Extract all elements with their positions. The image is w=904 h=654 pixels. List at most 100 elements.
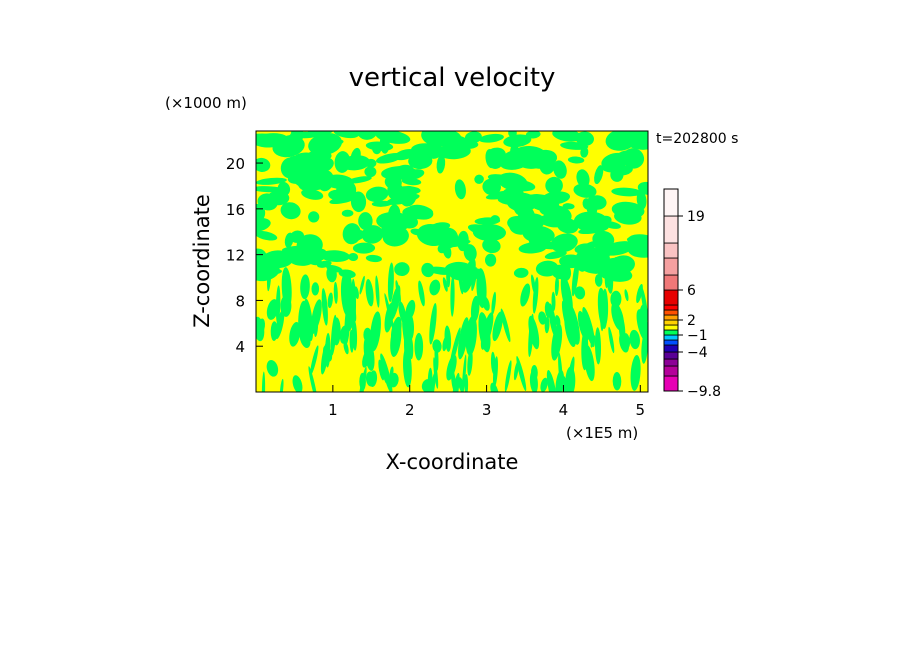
- colorbar-band: [663, 351, 679, 360]
- field-patch: [296, 234, 323, 256]
- field-patch: [450, 275, 455, 317]
- field-patch: [287, 155, 309, 172]
- field-patch: [323, 174, 354, 189]
- field-patch: [365, 254, 382, 263]
- field-patch: [573, 183, 597, 198]
- field-patch: [564, 307, 572, 339]
- field-patch: [343, 341, 349, 355]
- field-patch: [458, 317, 469, 360]
- field-patch: [311, 139, 344, 150]
- field-patch: [530, 365, 538, 381]
- y-tick-label: 8: [235, 292, 245, 310]
- field-patch: [387, 262, 394, 303]
- field-patch: [437, 244, 447, 254]
- field-patch: [404, 169, 425, 180]
- field-patch: [490, 215, 500, 224]
- field-patch: [485, 147, 506, 164]
- field-patch: [444, 325, 452, 352]
- field-patch: [512, 145, 548, 167]
- field-patch: [463, 244, 477, 262]
- field-patch: [470, 295, 480, 323]
- field-patch: [371, 200, 392, 207]
- x-axis-label: X-coordinate: [386, 450, 519, 474]
- field-patch: [464, 131, 482, 144]
- field-patch: [311, 282, 320, 296]
- field-patch: [345, 274, 353, 312]
- field-patch: [484, 253, 497, 267]
- field-patch: [429, 303, 437, 345]
- x-unit-label: (×1E5 m): [566, 424, 638, 442]
- field-patch: [384, 303, 394, 333]
- field-patch: [429, 372, 436, 392]
- field-patch: [601, 161, 623, 173]
- field-patch: [553, 160, 567, 179]
- field-patch: [280, 295, 292, 317]
- field-patch: [256, 186, 286, 193]
- field-patch: [365, 141, 394, 151]
- field-patch: [330, 314, 337, 356]
- field-patch: [461, 354, 467, 392]
- field-patch: [266, 359, 279, 377]
- field-patch: [482, 178, 501, 196]
- field-patch: [532, 276, 539, 314]
- field-patch: [275, 285, 281, 324]
- field-patch: [586, 240, 605, 248]
- field-patch: [578, 225, 609, 235]
- field-patch: [580, 146, 589, 158]
- field-patch: [575, 131, 594, 146]
- field-patch: [376, 153, 403, 164]
- field-patch: [539, 200, 557, 216]
- field-patch: [322, 345, 333, 362]
- field-patch: [370, 311, 381, 352]
- field-patch: [551, 323, 563, 361]
- field-patch: [333, 131, 360, 139]
- field-patch: [429, 279, 441, 296]
- field-patch: [444, 239, 471, 248]
- field-patch: [421, 379, 433, 392]
- y-tick-label: 4: [235, 338, 245, 356]
- field-patch: [284, 232, 294, 248]
- field-patch: [490, 351, 496, 375]
- field-patch: [308, 211, 320, 223]
- field-patch: [308, 366, 318, 392]
- field-patch: [590, 335, 596, 348]
- field-patch: [457, 140, 479, 150]
- field-patch: [581, 330, 589, 371]
- field-patch: [352, 242, 376, 254]
- field-patch: [423, 131, 446, 138]
- field-patch: [622, 148, 645, 169]
- field-patch: [421, 262, 435, 278]
- field-patch: [630, 354, 641, 391]
- field-patch: [582, 307, 595, 347]
- field-patch: [310, 345, 319, 376]
- colorbar-band: [663, 257, 679, 276]
- field-patch: [329, 195, 357, 205]
- field-patch: [611, 187, 642, 197]
- field-patch: [410, 228, 424, 236]
- colorbar-band: [663, 215, 679, 244]
- field-patch: [357, 131, 378, 140]
- field-patch: [554, 275, 559, 296]
- field-patch: [614, 209, 642, 225]
- field-patch: [560, 275, 573, 316]
- field-patch: [398, 301, 407, 325]
- field-patch: [427, 149, 440, 159]
- field-patch: [544, 301, 551, 318]
- x-tick-label: 5: [636, 401, 646, 419]
- field-patch: [540, 377, 548, 392]
- chart-title: vertical velocity: [349, 63, 556, 93]
- colorbar-band: [663, 314, 679, 321]
- field-patch: [301, 188, 324, 200]
- field-patch: [594, 327, 602, 365]
- field-patch: [348, 252, 359, 262]
- field-patch: [629, 329, 640, 350]
- field-patch: [327, 292, 333, 309]
- field-patch: [280, 202, 301, 220]
- field-patch: [375, 275, 380, 308]
- field-patch: [571, 258, 580, 297]
- field-patch: [256, 230, 278, 241]
- field-patch: [565, 366, 576, 392]
- field-patch: [538, 311, 547, 325]
- field-patch: [414, 332, 424, 361]
- y-axis-ticks: 4 8 12 16 20: [226, 155, 263, 356]
